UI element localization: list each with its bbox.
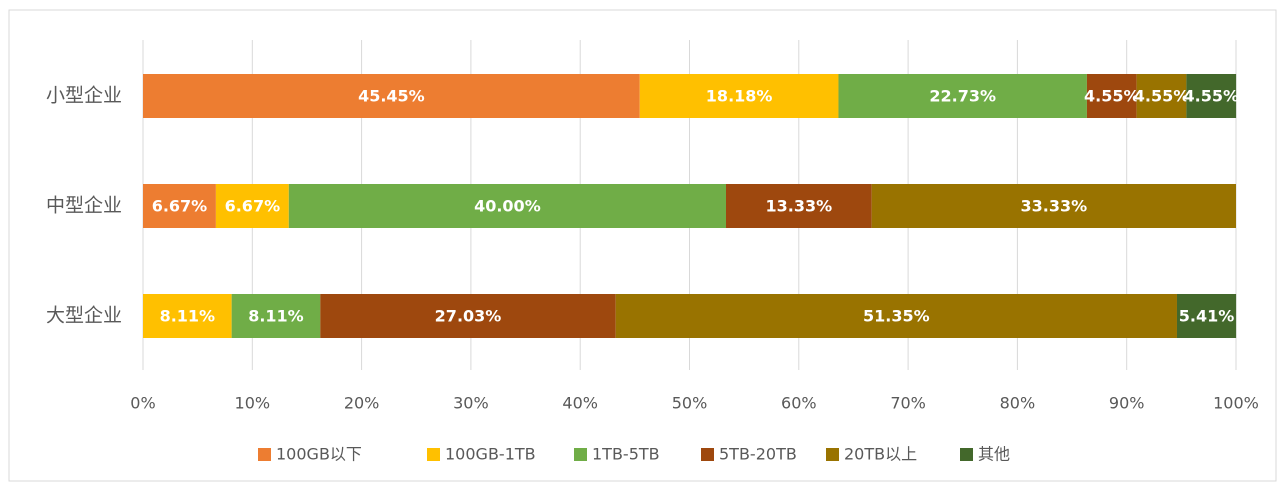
bar-segment — [143, 74, 640, 118]
x-tick-label: 60% — [781, 394, 817, 413]
data-label: 6.67% — [225, 197, 281, 216]
bar-segment — [615, 294, 1177, 338]
y-tick-label: 大型企业 — [46, 305, 122, 327]
legend-label: 100GB-1TB — [445, 445, 536, 464]
x-tick-label: 100% — [1213, 394, 1259, 413]
data-label: 45.45% — [358, 87, 425, 106]
y-tick-label: 中型企业 — [46, 195, 122, 217]
data-label: 18.18% — [706, 87, 773, 106]
data-label: 5.41% — [1179, 307, 1235, 326]
legend-swatch — [701, 448, 714, 461]
data-label: 4.55% — [1084, 87, 1140, 106]
bar-segment — [215, 184, 289, 228]
bar-segment — [639, 74, 839, 118]
legend-label: 1TB-5TB — [592, 445, 660, 464]
x-tick-label: 0% — [130, 394, 155, 413]
bar-segment — [320, 294, 616, 338]
bar-segment — [1186, 74, 1237, 118]
legend-label: 5TB-20TB — [719, 445, 797, 464]
legend-swatch — [258, 448, 271, 461]
bar-segment — [231, 294, 321, 338]
data-label: 27.03% — [435, 307, 502, 326]
bar-segment — [143, 294, 232, 338]
bar-segment — [288, 184, 727, 228]
x-tick-label: 20% — [344, 394, 380, 413]
data-label: 6.67% — [152, 197, 208, 216]
data-label: 8.11% — [160, 307, 216, 326]
bar-segment — [726, 184, 872, 228]
legend-swatch — [427, 448, 440, 461]
bar-segment — [1176, 294, 1237, 338]
legend-swatch — [826, 448, 839, 461]
x-tick-label: 30% — [453, 394, 489, 413]
data-label: 22.73% — [929, 87, 996, 106]
bar-segment — [871, 184, 1236, 228]
x-tick-label: 10% — [235, 394, 271, 413]
x-tick-label: 50% — [672, 394, 708, 413]
bar-segment — [1086, 74, 1137, 118]
data-label: 4.55% — [1134, 87, 1190, 106]
x-tick-label: 90% — [1109, 394, 1145, 413]
data-label: 51.35% — [863, 307, 930, 326]
legend-label: 其他 — [978, 445, 1010, 464]
legend-swatch — [574, 448, 587, 461]
legend-label: 20TB以上 — [844, 445, 917, 464]
data-label: 13.33% — [766, 197, 833, 216]
data-label: 40.00% — [474, 197, 541, 216]
legend-swatch — [960, 448, 973, 461]
x-tick-label: 70% — [890, 394, 926, 413]
legend-label: 100GB以下 — [276, 445, 362, 464]
bar-segment — [143, 184, 216, 228]
y-tick-label: 小型企业 — [46, 85, 122, 107]
data-label: 8.11% — [248, 307, 304, 326]
x-tick-label: 40% — [562, 394, 598, 413]
bar-segment — [1136, 74, 1187, 118]
data-label: 4.55% — [1183, 87, 1239, 106]
bar-segment — [838, 74, 1087, 118]
data-label: 33.33% — [1021, 197, 1088, 216]
x-tick-label: 80% — [1000, 394, 1036, 413]
